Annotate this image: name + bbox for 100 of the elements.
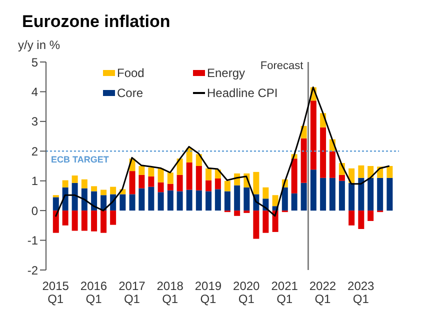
bar [186, 162, 192, 190]
bar [358, 178, 364, 211]
bar [386, 166, 393, 178]
bar [320, 127, 326, 178]
bar [234, 210, 240, 216]
bar [138, 188, 145, 211]
bar [262, 210, 269, 233]
bar [91, 186, 98, 192]
bar [358, 165, 364, 178]
bar [282, 187, 288, 211]
bar [62, 210, 68, 226]
bar [138, 174, 145, 188]
bar [206, 180, 212, 192]
bar [214, 189, 221, 211]
bar [158, 168, 164, 182]
bar [72, 176, 78, 183]
bar [138, 166, 145, 175]
y-tick-label: 0 [31, 204, 38, 218]
bar [110, 210, 116, 225]
bar [148, 186, 154, 211]
legend-label: Headline CPI [207, 86, 278, 100]
bar [338, 174, 345, 181]
bar [72, 182, 78, 211]
bar [148, 176, 154, 187]
bar [214, 178, 221, 190]
x-tick-label: 2019 Q1 [194, 279, 222, 306]
bar [81, 188, 88, 211]
y-tick-label: 2 [31, 144, 38, 158]
ref-line-label: Forecast [260, 60, 304, 72]
bar [167, 190, 174, 211]
y-axis-title: y/y in % [18, 38, 60, 52]
legend-label: Food [117, 66, 144, 80]
chart-title: Eurozone inflation [22, 12, 170, 32]
bar [386, 178, 393, 211]
bar [100, 190, 107, 196]
bar [158, 182, 164, 192]
bar [253, 210, 260, 239]
bar [338, 180, 345, 211]
bar [272, 195, 278, 206]
bar [158, 192, 164, 211]
x-tick-label: 2018 Q1 [156, 279, 184, 306]
bar [358, 210, 364, 229]
bar [196, 166, 202, 190]
bar [91, 210, 98, 232]
bar [310, 100, 316, 170]
bar [329, 178, 336, 211]
x-tick-label: 2015 Q1 [42, 279, 70, 306]
bar [368, 178, 374, 211]
bar [300, 138, 307, 183]
y-tick-label: -2 [27, 263, 38, 278]
bar [129, 194, 136, 211]
bar [348, 210, 355, 226]
bar [368, 210, 374, 221]
bar [291, 158, 298, 194]
bar [167, 184, 174, 190]
bar [320, 178, 326, 211]
bar [129, 171, 136, 194]
bar [377, 178, 384, 211]
bar [52, 197, 59, 211]
bar [176, 191, 183, 211]
bar [81, 179, 88, 188]
bar [120, 194, 126, 211]
bar [262, 187, 269, 199]
bar [62, 180, 68, 188]
bar [100, 210, 107, 233]
bar [368, 166, 374, 178]
bar [52, 210, 59, 233]
y-tick-label: 5 [31, 55, 38, 70]
bar [224, 180, 230, 192]
bar [224, 191, 230, 211]
bar [148, 167, 154, 176]
bar [167, 172, 174, 184]
bar [176, 174, 183, 192]
bar [176, 158, 183, 175]
legend-label: Core [117, 86, 144, 100]
bar [272, 210, 278, 232]
bar [81, 210, 88, 231]
ref-line-label: ECB TARGET [51, 154, 110, 165]
bar [206, 168, 212, 180]
x-tick-label: 2021 Q1 [271, 279, 298, 306]
bar [348, 182, 355, 211]
bar [206, 191, 212, 211]
bar [72, 210, 78, 231]
legend-label: Energy [207, 66, 246, 80]
x-tick-label: 2022 Q1 [309, 279, 336, 306]
bar [348, 168, 355, 183]
x-tick-label: 2016 Q1 [80, 279, 108, 306]
x-tick-label: 2020 Q1 [233, 279, 260, 306]
bar [186, 190, 192, 211]
bar [196, 190, 202, 211]
bar [253, 172, 260, 194]
bar [300, 182, 307, 211]
bar [329, 151, 336, 178]
bar [244, 187, 250, 211]
bar [310, 170, 316, 211]
y-tick-label: 3 [31, 114, 38, 129]
x-tick-label: 2023 Q1 [348, 279, 375, 306]
bar [291, 193, 298, 211]
y-tick-label: 1 [31, 174, 38, 188]
x-tick-label: 2017 Q1 [118, 279, 146, 306]
